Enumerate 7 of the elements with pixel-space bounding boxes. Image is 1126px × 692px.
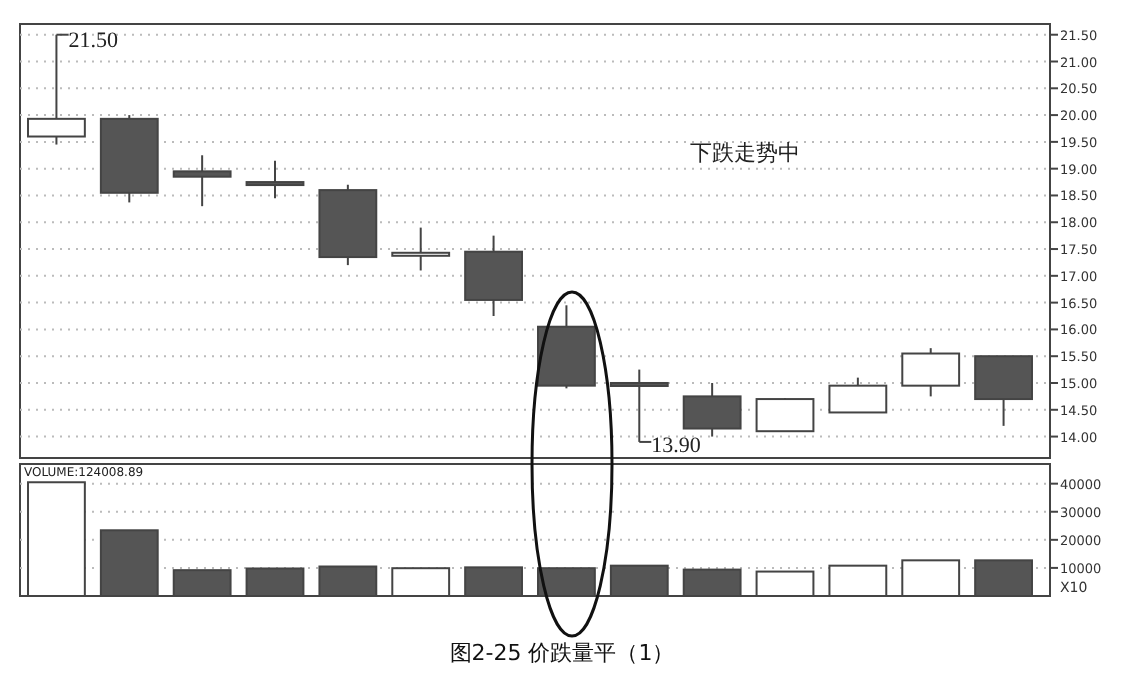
annotation: 13.90 (651, 433, 702, 458)
annotation: 21.50 (68, 28, 119, 53)
candlestick (245, 159, 305, 200)
candlestick (172, 154, 232, 208)
candlestick (391, 226, 451, 272)
annotation: 下跌走势中 (690, 140, 800, 166)
caption: 图2-25 价跌量平（1） (449, 640, 675, 666)
